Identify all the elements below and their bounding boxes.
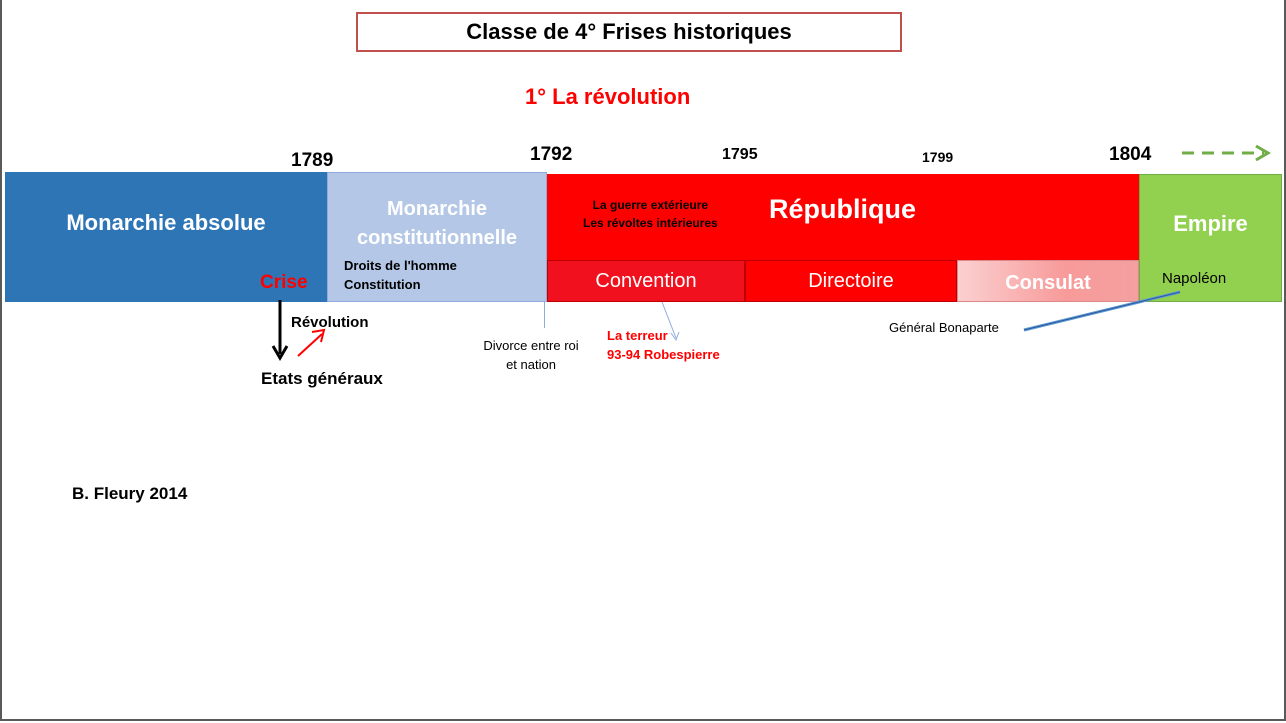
continuation-arrow-icon (1182, 144, 1271, 162)
period-monarchie-constitutionnelle: Monarchie constitutionnelle Droits de l'… (327, 172, 547, 302)
period-label: Consulat (1005, 271, 1091, 294)
period-consulat: Consulat (957, 260, 1139, 302)
period-directoire: Directoire (745, 260, 957, 302)
terreur-note: La terreur 93-94 Robespierre (607, 326, 720, 364)
page-title: Classe de 4° Frises historiques (356, 12, 902, 52)
note-line: et nation (506, 357, 556, 372)
period-note: La guerre extérieure Les révoltes intéri… (583, 196, 718, 232)
note-line: La terreur (607, 328, 668, 343)
note-line: 93-94 Robespierre (607, 347, 720, 362)
revolution-label: Révolution (291, 314, 369, 331)
period-label: Monarchie constitutionnelle (357, 198, 517, 249)
divorce-connector (544, 302, 545, 328)
year-1795: 1795 (722, 146, 758, 163)
year-1789: 1789 (291, 150, 334, 171)
year-1792: 1792 (530, 144, 573, 165)
note-line: La guerre extérieure (592, 198, 709, 212)
period-label: Convention (595, 269, 697, 292)
bonaparte-label: Général Bonaparte (889, 320, 999, 335)
period-label: Directoire (808, 269, 894, 292)
period-monarchie-absolue: Monarchie absolue (5, 172, 327, 302)
crise-label: Crise (260, 272, 308, 293)
divorce-note: Divorce entre roi et nation (470, 336, 592, 374)
period-note: Napoléon (1162, 270, 1227, 287)
etats-generaux-label: Etats généraux (261, 369, 383, 388)
period-note: Droits de l'homme Constitution (344, 256, 457, 294)
period-label: Monarchie absolue (66, 210, 266, 235)
period-convention: Convention (547, 260, 745, 302)
note-line: Constitution (344, 277, 421, 292)
bonaparte-arrow-icon (1023, 290, 1181, 332)
section-subtitle: 1° La révolution (525, 84, 691, 109)
note-line: Divorce entre roi (483, 338, 579, 353)
period-label: Empire (1173, 211, 1248, 236)
author-credit: B. Fleury 2014 (72, 484, 188, 503)
crisis-arrows-icon (271, 300, 326, 361)
terreur-connector (661, 301, 680, 342)
year-1804: 1804 (1109, 144, 1152, 165)
period-label: République (769, 194, 916, 224)
period-empire: Empire Napoléon (1139, 174, 1282, 302)
year-1799: 1799 (922, 149, 954, 165)
period-republique: La guerre extérieure Les révoltes intéri… (547, 174, 1139, 260)
note-line: Droits de l'homme (344, 258, 457, 273)
note-line: Les révoltes intérieures (583, 216, 718, 230)
